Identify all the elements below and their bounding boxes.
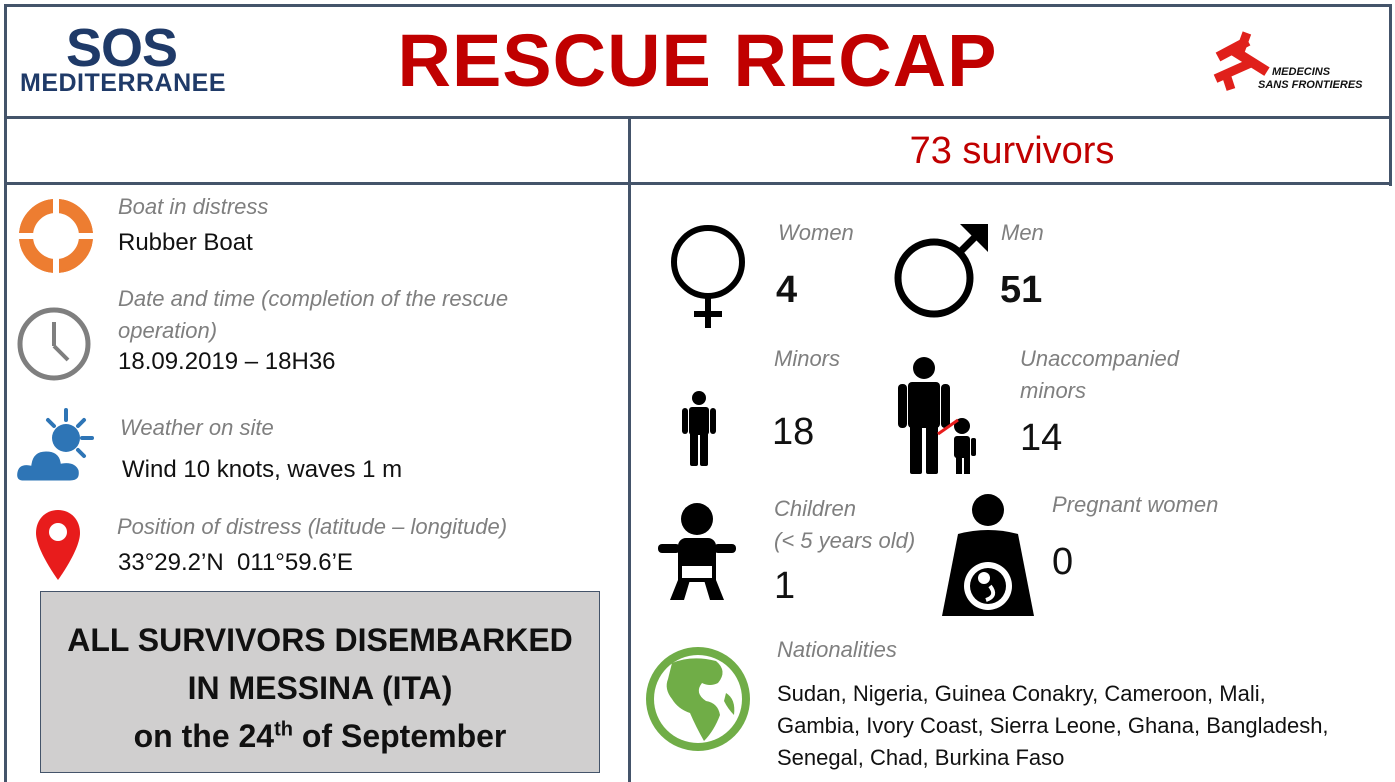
- minors-label: Minors: [774, 346, 841, 371]
- disembark-date-ordinal: th: [274, 718, 293, 741]
- pregnant-value: 0: [1052, 541, 1074, 583]
- children-label-line1: Children: [774, 496, 856, 521]
- women-value: 4: [776, 269, 798, 311]
- header-divider: [4, 116, 1392, 119]
- sos-logo-bottom: MEDITERRANEE: [20, 69, 227, 97]
- women-label: Women: [778, 220, 854, 245]
- weather-icon: [14, 408, 94, 484]
- position-value: 33°29.2’N 011°59.6’E: [118, 549, 353, 576]
- sos-logo-top: SOS: [66, 18, 178, 78]
- children-value: 1: [774, 565, 796, 607]
- children-label-line2: (< 5 years old): [774, 528, 916, 553]
- weather-value: Wind 10 knots, waves 1 m: [122, 456, 403, 483]
- frame-right: [1389, 4, 1392, 186]
- clock-icon: [17, 307, 91, 381]
- disembark-line1: ALL SURVIVORS DISEMBARKED: [67, 622, 573, 658]
- disembark-line2: IN MESSINA (ITA): [187, 670, 453, 706]
- msf-logo-icon: [1213, 31, 1270, 91]
- disembark-line3: on the 24th of September: [41, 712, 599, 760]
- msf-logo-line2: SANS FRONTIERES: [1258, 79, 1363, 91]
- page-title: RESCUE RECAP: [397, 19, 998, 102]
- disembark-date-suffix: of September: [292, 718, 507, 754]
- datetime-label-line2: operation): [118, 318, 218, 343]
- position-label: Position of distress (latitude – longitu…: [117, 514, 508, 539]
- pregnant-label: Pregnant women: [1052, 492, 1219, 517]
- frame-left: [4, 4, 7, 782]
- nationalities-line2: Gambia, Ivory Coast, Sierra Leone, Ghana…: [777, 713, 1329, 738]
- location-pin-icon: [36, 510, 80, 580]
- unaccompanied-value: 14: [1020, 417, 1063, 459]
- column-divider: [628, 116, 631, 782]
- disembark-date-prefix: on the 24: [133, 718, 275, 754]
- nationalities-line1: Sudan, Nigeria, Guinea Conakry, Cameroon…: [777, 681, 1266, 706]
- child-icon: [682, 391, 716, 466]
- msf-logo-line1: MEDECINS: [1272, 66, 1331, 78]
- survivors-count: 73 survivors: [909, 130, 1115, 172]
- female-symbol-icon: [671, 225, 745, 328]
- men-value: 51: [1000, 269, 1043, 311]
- pregnant-woman-icon: [942, 494, 1034, 616]
- disembark-box: ALL SURVIVORS DISEMBARKED IN MESSINA (IT…: [40, 591, 600, 773]
- summary-divider: [4, 182, 1392, 185]
- globe-icon: [646, 647, 750, 751]
- boat-value: Rubber Boat: [118, 229, 253, 256]
- boat-label: Boat in distress: [118, 194, 269, 219]
- lifebuoy-icon: [19, 199, 93, 273]
- unaccompanied-label-line2: minors: [1020, 378, 1087, 403]
- datetime-label-line1: Date and time (completion of the rescue: [118, 286, 509, 311]
- unaccompanied-label-line1: Unaccompanied: [1020, 346, 1179, 371]
- nationalities-list: Sudan, Nigeria, Guinea Conakry, Cameroon…: [777, 678, 1377, 774]
- male-symbol-icon: [894, 224, 988, 318]
- frame-top: [4, 4, 1392, 7]
- weather-label: Weather on site: [120, 415, 274, 440]
- adult-with-child-icon: [898, 357, 976, 474]
- nationalities-line3: Senegal, Chad, Burkina Faso: [777, 745, 1065, 770]
- datetime-value: 18.09.2019 – 18H36: [118, 348, 336, 375]
- nationalities-label: Nationalities: [777, 637, 897, 662]
- men-label: Men: [1001, 220, 1044, 245]
- baby-icon: [658, 503, 736, 600]
- minors-value: 18: [772, 411, 815, 453]
